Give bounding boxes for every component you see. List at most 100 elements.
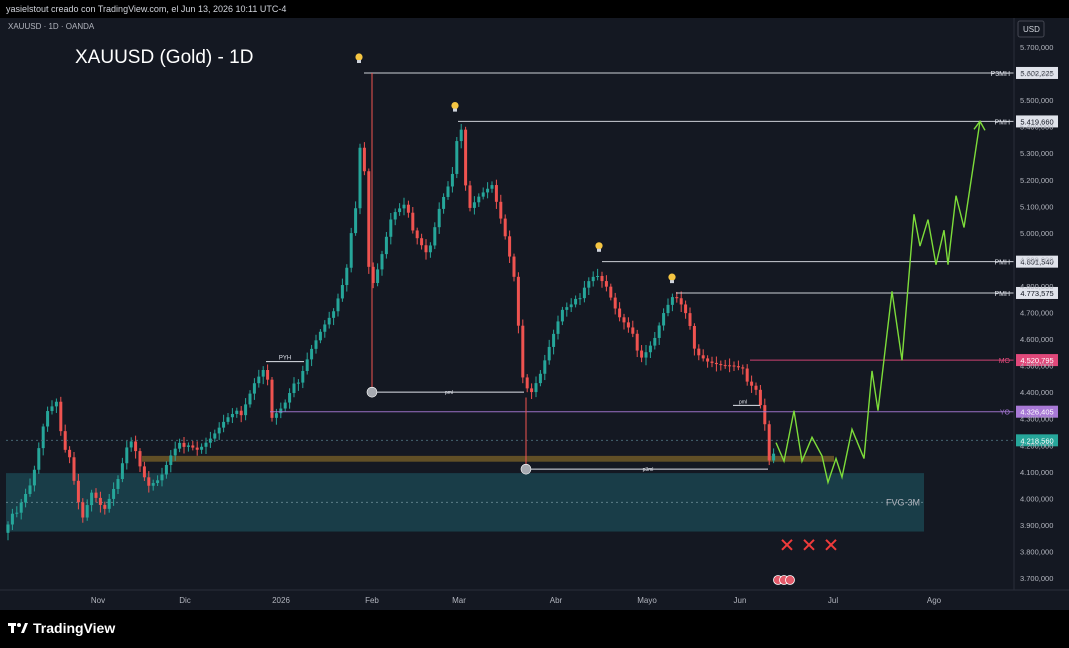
candle — [516, 272, 520, 334]
candle — [464, 126, 468, 191]
candle — [626, 317, 630, 333]
candle — [129, 437, 133, 452]
candle-body — [415, 230, 419, 239]
pml-node — [366, 386, 378, 398]
candle-body — [147, 477, 151, 486]
bulb-icon — [451, 102, 459, 110]
level-current-price-label: 4.218,560 — [1020, 436, 1053, 445]
candle — [349, 227, 353, 273]
candle-body — [578, 298, 582, 300]
candle-body — [657, 325, 661, 338]
candle — [499, 194, 503, 224]
candle-body — [261, 369, 265, 377]
level-pmh-3-price-label: 4.773,575 — [1020, 289, 1053, 298]
candle-body — [512, 256, 516, 277]
candle — [90, 489, 94, 512]
y-tick-label: 5.300,000 — [1020, 149, 1053, 158]
candle-body — [503, 218, 507, 237]
candle — [635, 329, 639, 358]
candle — [54, 398, 58, 413]
candle — [772, 448, 776, 464]
x-tick-label: Ago — [927, 596, 942, 605]
candle — [534, 376, 538, 398]
candle — [486, 182, 490, 199]
candle — [384, 231, 388, 259]
level-yo-tag: YO — [1000, 410, 1011, 417]
candle-body — [142, 466, 146, 478]
currency-box[interactable] — [1017, 20, 1045, 38]
candle — [679, 291, 683, 313]
candle-body — [398, 208, 402, 213]
candle — [688, 307, 692, 330]
y-tick-label: 4.300,000 — [1020, 415, 1053, 424]
candle-body — [552, 333, 556, 347]
candle-body — [19, 502, 23, 513]
currency-label: USD — [1023, 25, 1040, 34]
y-tick-label: 4.900,000 — [1020, 255, 1053, 264]
candle — [556, 315, 560, 340]
candle — [512, 253, 516, 282]
y-tick-label: 3.800,000 — [1020, 547, 1053, 556]
y-tick-label: 5.400,000 — [1020, 123, 1053, 132]
candle — [613, 292, 617, 315]
chart-area[interactable]: P3MH 5.602,225 PMH 5.419,660 PMH 4.891,540 PMH… — [0, 18, 1069, 610]
candle — [266, 364, 270, 386]
candle — [767, 420, 771, 466]
chart-svg[interactable]: P3MH 5.602,225 PMH 5.419,660 PMH 4.891,540 PMH… — [0, 18, 1069, 610]
candle — [587, 277, 591, 295]
candle-body — [516, 276, 520, 326]
candle — [710, 356, 714, 368]
tradingview-logo[interactable]: TradingView — [8, 620, 115, 636]
candle-body — [618, 308, 622, 318]
candle-body — [494, 185, 498, 202]
candle-body — [138, 451, 142, 467]
candle — [420, 233, 424, 250]
event-flag-icon — [785, 575, 795, 585]
candle-body — [134, 441, 138, 452]
candle — [521, 319, 525, 384]
level-current-price-box — [1016, 434, 1058, 447]
candle-body — [472, 202, 476, 208]
candle — [736, 360, 740, 371]
candle — [398, 203, 402, 216]
candle-body — [305, 359, 309, 371]
candle-body — [349, 233, 353, 268]
candle — [248, 390, 252, 408]
candle — [63, 424, 67, 453]
candle-body — [354, 208, 358, 234]
candle-body — [340, 285, 344, 299]
brand-name: TradingView — [33, 620, 116, 636]
candle-body — [684, 304, 688, 314]
candle-body — [692, 325, 696, 349]
level-pmh-3-price-box — [1016, 286, 1058, 299]
candle-body — [609, 286, 613, 298]
candle-body — [173, 448, 177, 456]
y-tick-label: 3.700,000 — [1020, 574, 1053, 583]
candle-body — [28, 485, 32, 494]
candle-body — [6, 524, 10, 533]
candle — [543, 354, 547, 381]
candle-body — [226, 417, 230, 422]
bulb-base — [453, 108, 457, 112]
candle — [68, 446, 72, 464]
pml-short-label: pml — [739, 399, 747, 405]
candle-body — [741, 367, 745, 369]
candle-body — [72, 457, 76, 481]
candle-body — [59, 401, 63, 432]
candle-body — [257, 376, 261, 384]
candle — [662, 308, 666, 331]
candle-body — [411, 212, 415, 231]
candle — [85, 499, 89, 521]
candle-body — [217, 427, 221, 434]
bulb-base — [670, 280, 674, 284]
candle-body — [640, 350, 644, 358]
candle-body — [468, 185, 472, 208]
candle-body — [384, 236, 388, 255]
candle-body — [437, 208, 441, 228]
candle-body — [459, 129, 463, 142]
candle — [569, 298, 573, 313]
x-tick-label: Mayo — [637, 596, 657, 605]
candle-body — [600, 275, 604, 282]
candle — [134, 435, 138, 459]
candle-body — [116, 479, 120, 489]
